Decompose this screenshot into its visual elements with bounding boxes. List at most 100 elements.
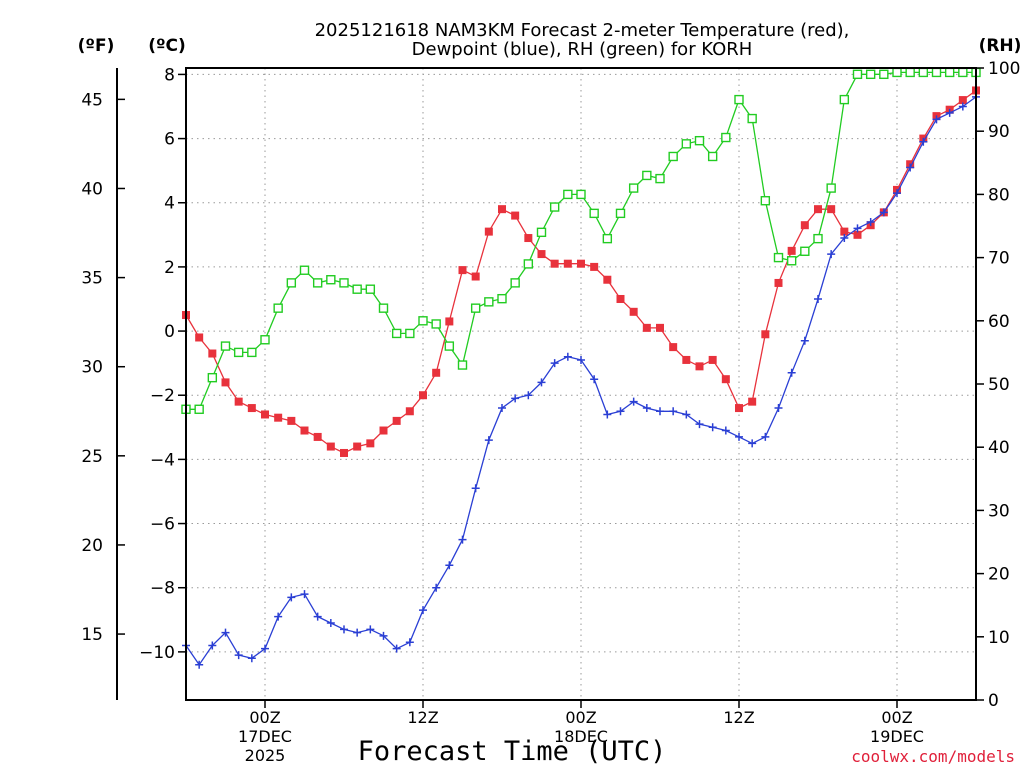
fahrenheit-tick-label: 35 (81, 269, 103, 289)
temperature-point (656, 323, 664, 332)
dewpoint-point (498, 404, 506, 413)
rh-point (405, 328, 415, 339)
dewpoint-point (392, 644, 401, 653)
dewpoint-point (800, 336, 809, 345)
dewpoint-point (748, 439, 757, 448)
dewpoint-point (814, 294, 822, 303)
rh-point (470, 303, 481, 313)
celsius-tick-label: 8 (164, 65, 175, 85)
rh-point (642, 170, 652, 181)
dewpoint-point (221, 628, 230, 637)
dewpoint-point (405, 638, 414, 647)
celsius-tick-label: 4 (164, 194, 175, 214)
temperature-point (261, 410, 269, 419)
dewpoint-point (945, 108, 954, 117)
dewpoint-point (629, 397, 638, 406)
rh-point (589, 208, 599, 219)
dewpoint-point (682, 410, 691, 419)
dewpoint-point (524, 391, 533, 400)
celsius-tick-label: −6 (150, 515, 175, 535)
rh-point (800, 246, 810, 256)
rh-point (773, 252, 784, 263)
celsius-tick-label: −4 (150, 450, 175, 470)
rh-tick-label: 100 (988, 59, 1020, 79)
dewpoint-point (866, 217, 875, 226)
dewpoint-point (353, 628, 362, 637)
dewpoint-point (879, 208, 888, 217)
rh-point (391, 328, 402, 339)
x-axis-label: Forecast Time (UTC) (358, 736, 667, 767)
celsius-tick-label: 6 (164, 130, 175, 150)
temperature-point (379, 426, 388, 435)
temperature-point (353, 442, 362, 451)
dewpoint-point (195, 660, 204, 669)
dewpoint-point (695, 420, 704, 429)
fahrenheit-tick-label: 40 (81, 179, 103, 199)
rh-point (484, 297, 494, 307)
temperature-point (340, 448, 348, 457)
dewpoint-point (853, 224, 862, 233)
dewpoint-point (919, 137, 928, 146)
temperature-point (735, 404, 743, 413)
temperature-point (550, 259, 559, 268)
dewpoint-point (484, 436, 493, 445)
rh-point (233, 347, 244, 358)
dewpoint-point (787, 368, 796, 377)
dewpoint-point (735, 432, 743, 441)
temperature-point (748, 397, 757, 406)
dewpoint-point (563, 352, 572, 361)
temperature-point (682, 355, 691, 364)
x-tick-label-time: 00Z (249, 708, 280, 727)
dewpoint-point (419, 606, 427, 615)
rh-point (299, 265, 310, 275)
temperature-point (221, 378, 230, 387)
rh-tick-label: 50 (988, 375, 1010, 395)
rh-point (247, 347, 257, 358)
temperature-point (642, 323, 651, 332)
chart-title-line2: Dewpoint (blue), RH (green) for KORH (412, 39, 753, 60)
temperature-point (458, 266, 467, 275)
rh-point (694, 135, 705, 146)
rh-point (931, 67, 942, 78)
rh-point (497, 293, 507, 304)
rh-point (365, 284, 376, 294)
rh-point (852, 69, 863, 80)
rh-point (260, 335, 270, 345)
dewpoint-point (656, 407, 664, 416)
dewpoint-point (669, 407, 678, 416)
rh-point (813, 233, 823, 244)
temperature-point (313, 432, 322, 441)
rh-tick-label: 20 (988, 565, 1010, 585)
rh-point (523, 259, 534, 269)
dewpoint-point (445, 561, 454, 570)
rh-point (839, 94, 850, 105)
rh-tick-label: 0 (988, 691, 999, 711)
fahrenheit-tick-label: 15 (81, 625, 103, 645)
dewpoint-point (906, 163, 915, 172)
dewpoint-point (721, 426, 730, 435)
temperature-point (827, 205, 836, 214)
gridlines (186, 68, 976, 700)
temperature-point (287, 416, 296, 425)
celsius-tick-label: −2 (150, 386, 175, 406)
temperature-point (577, 259, 585, 268)
rh-point (207, 372, 218, 383)
rh-point (721, 132, 731, 143)
dewpoint-point (958, 102, 967, 111)
rh-point (734, 94, 744, 105)
temperature-point (590, 262, 599, 271)
fahrenheit-tick-label: 45 (81, 90, 103, 110)
rh-point (958, 67, 968, 78)
dewpoint-point (261, 644, 269, 653)
rh-point (655, 173, 665, 184)
rh-point (418, 316, 428, 326)
celsius-tick-label: 2 (164, 258, 175, 278)
dewpoint-point (537, 378, 546, 387)
fahrenheit-tick-label: 20 (81, 536, 103, 556)
temperature-point (721, 375, 730, 384)
rh-tick-label: 60 (988, 312, 1010, 332)
temperature-point (300, 426, 309, 435)
rh-point (339, 278, 349, 288)
temperature-point (366, 439, 375, 448)
axes-layer: 86420−2−4−6−8−10454035302520151009080706… (81, 59, 1020, 765)
